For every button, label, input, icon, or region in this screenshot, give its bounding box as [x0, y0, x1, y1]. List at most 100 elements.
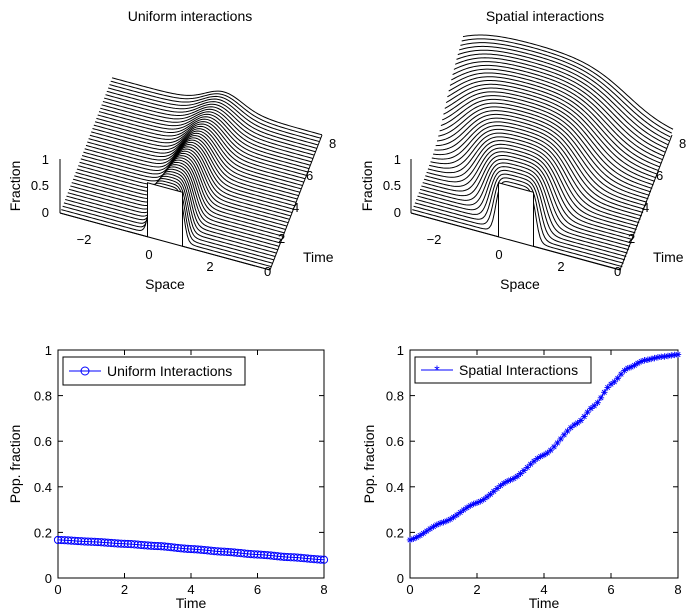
data-point	[130, 540, 139, 549]
data-point	[648, 355, 655, 363]
data-point	[493, 485, 501, 492]
trace-fill	[60, 182, 270, 270]
trace-line	[461, 38, 672, 134]
data-point	[594, 399, 601, 406]
trace-line	[434, 117, 645, 210]
data-point	[413, 534, 420, 541]
data-point	[316, 555, 325, 564]
data-point	[430, 523, 437, 530]
trace-line	[436, 110, 648, 203]
trace-line	[76, 155, 288, 227]
y-tick: 2	[628, 231, 635, 246]
data-point	[127, 540, 136, 549]
trace-line	[83, 144, 294, 210]
y-axis-label: Pop. fraction	[361, 425, 377, 504]
trace-line	[453, 61, 665, 157]
data-point	[100, 538, 109, 547]
data-point	[637, 358, 645, 365]
data-point	[524, 464, 531, 471]
data-point	[483, 493, 491, 501]
data-point	[110, 539, 119, 548]
trace-line	[93, 124, 304, 183]
line-plot-uniform: 0 2 4 6 8 0 0.2 0.4 0.6 0.8 1 Pop. fraction Time U…	[7, 343, 329, 611]
trace-line	[71, 164, 282, 241]
data-point	[206, 546, 216, 555]
data-point	[480, 496, 487, 503]
trace-line	[413, 177, 624, 264]
trace-line	[445, 83, 657, 179]
z-tick: 0.5	[383, 178, 401, 193]
line-plot-spatial: 0 2 4 6 8 0 0.2 0.4 0.6 0.8 1 Pop. fraction Time *…	[361, 343, 682, 611]
data-point	[557, 435, 564, 443]
trace-line	[418, 162, 629, 251]
data-point	[193, 545, 202, 554]
data-point	[147, 541, 156, 550]
x-tick-label: 6	[254, 582, 261, 597]
data-point	[303, 554, 312, 563]
data-point	[416, 532, 424, 539]
data-point	[537, 453, 544, 460]
trace-line	[441, 95, 653, 189]
data-point	[280, 552, 289, 561]
x-tick-label: 2	[121, 582, 128, 597]
legend-marker: *	[434, 362, 440, 378]
data-point	[567, 424, 574, 431]
x-axis-label: Time	[176, 595, 207, 611]
data-point	[614, 375, 621, 382]
data-point	[604, 384, 611, 391]
legend-label: Uniform Interactions	[107, 363, 232, 379]
data-point	[450, 514, 457, 521]
data-point	[283, 552, 292, 562]
legend-label: Spatial Interactions	[459, 362, 578, 378]
y-tick-label: 0.4	[34, 480, 52, 495]
data-point	[520, 467, 528, 474]
trace-line	[107, 87, 319, 146]
trace-line	[100, 107, 311, 166]
data-point	[160, 542, 169, 551]
x-axis-label: Space	[145, 276, 185, 292]
x-tick-label: 4	[540, 582, 547, 597]
data-point	[117, 539, 126, 548]
data-point	[196, 545, 206, 554]
trace-line	[421, 154, 632, 244]
trace-line	[98, 111, 310, 170]
data-point	[587, 405, 595, 412]
data-point	[470, 500, 477, 508]
data-point	[240, 549, 249, 558]
data-point	[527, 461, 534, 468]
y-axis-label: Pop. fraction	[7, 425, 23, 504]
data-point	[601, 389, 608, 396]
data-point	[289, 553, 299, 562]
space-axis	[59, 212, 271, 271]
data-point	[507, 476, 514, 484]
legend: * Spatial Interactions	[414, 356, 592, 384]
y-axis-label: Time	[303, 249, 334, 265]
data-point	[467, 502, 474, 509]
data-point	[150, 541, 159, 551]
data-point	[668, 352, 675, 359]
series-markers-spatial	[406, 351, 682, 544]
trace-line	[456, 53, 667, 149]
trace-line	[452, 64, 663, 161]
y-axis-label: Time	[653, 249, 684, 265]
trace-line	[61, 182, 272, 268]
trace-line	[417, 166, 628, 254]
x-tick-label: 6	[607, 582, 614, 597]
axis-ticks: 0 2 4 6 8 0 0.2 0.4 0.6 0.8 1	[34, 343, 328, 597]
data-point	[534, 455, 541, 462]
x-tick-label: 4	[187, 582, 194, 597]
data-point	[236, 549, 245, 558]
data-point	[510, 475, 518, 482]
data-point	[644, 356, 652, 363]
time-axis	[269, 134, 323, 271]
data-point	[611, 378, 618, 386]
trace-line	[92, 128, 303, 186]
series-markers-uniform	[53, 535, 329, 564]
data-point	[296, 553, 305, 562]
data-point	[256, 550, 265, 559]
data-point	[564, 427, 571, 435]
trace-line	[423, 147, 635, 237]
trace-line	[84, 141, 295, 207]
data-point	[440, 518, 447, 526]
data-point	[210, 546, 219, 556]
